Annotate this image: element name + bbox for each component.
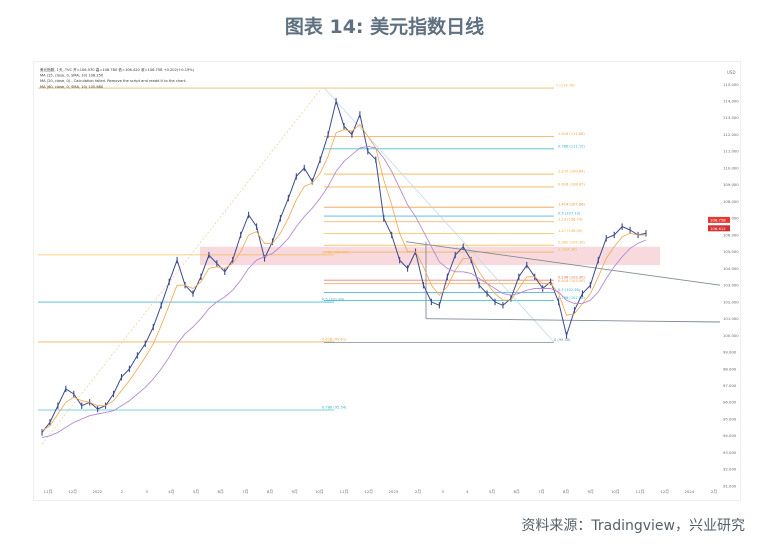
price-tag-box <box>708 225 730 232</box>
y-tick-label: 95.000 <box>723 416 737 421</box>
x-tick-label: 5月 <box>489 489 495 494</box>
x-tick-label: 10月 <box>315 489 324 494</box>
x-tick-label: 10月 <box>611 489 620 494</box>
fib-level-label: 0 (99.58) <box>554 338 571 342</box>
price-series <box>41 100 647 433</box>
x-tick-label: 8月 <box>267 489 273 494</box>
y-tick-label: 102.000 <box>723 299 739 304</box>
y-tick-label: 101.000 <box>723 316 739 321</box>
x-tick-label: 8月 <box>563 489 569 494</box>
x-tick-label: 9月 <box>292 489 298 494</box>
ma-long-series <box>41 145 647 438</box>
chart-frame: 1 (114.78) 1.618 (111.88) 0.786 (111.15) 1.… <box>33 61 741 501</box>
y-tick-label: 115.000 <box>723 82 739 87</box>
y-tick-label: 93.000 <box>723 450 737 455</box>
fib-level-label: 1.272 (109.64) <box>558 170 585 174</box>
fib-level-label: 0.382 (105.39) <box>558 241 585 245</box>
fib-level-label: 0.618 (103.09) <box>558 279 585 283</box>
fib-level-label: 0.5 (101.99) <box>322 298 345 302</box>
descending-trendline <box>405 241 721 286</box>
x-tick-label: 9月 <box>588 489 594 494</box>
x-tick-label: 2月 <box>711 489 717 494</box>
fib-level-label: 1.618 (111.88) <box>558 132 585 136</box>
price-tag-label: 106.758 <box>710 218 726 223</box>
y-tick-label: 110.000 <box>723 165 739 170</box>
x-tick-label: 2023 <box>388 489 398 494</box>
y-tick-label: 99.000 <box>723 350 737 355</box>
fib-level-label: 1 (104.98) <box>558 248 577 252</box>
support-line <box>425 318 721 323</box>
legend-entry: MA (60, close, 0, SMA, 10) 105.680 <box>40 85 104 89</box>
y-tick-label: 103.000 <box>723 283 739 288</box>
price-tag-label: 106.612 <box>710 226 726 231</box>
x-tick-label: 12月 <box>364 489 373 494</box>
x-tick-label: 12月 <box>660 489 669 494</box>
trendline-fall <box>323 87 555 343</box>
x-tick-label: 7月 <box>538 489 544 494</box>
fib-level-label: 0.618 (99.61) <box>322 337 347 341</box>
y-tick-label: 108.000 <box>723 199 739 204</box>
y-tick-label: 112.000 <box>723 132 739 137</box>
y-tick-label: 114.000 <box>723 99 739 104</box>
trendline-rise <box>41 87 323 445</box>
dxy-daily-chart: 1 (114.78) 1.618 (111.88) 0.786 (111.15) 1.… <box>38 67 739 494</box>
x-tick-label: 4月 <box>168 489 174 494</box>
x-tick-label: 11月 <box>44 489 53 494</box>
x-tick-label: 7月 <box>242 489 248 494</box>
x-tick-label: 2024 <box>684 489 694 494</box>
y-tick-label: 92.000 <box>723 467 737 472</box>
x-tick-label: 2月 <box>415 489 421 494</box>
axis-currency-label: USD <box>727 70 736 75</box>
y-tick-label: 109.000 <box>723 182 739 187</box>
y-tick-label: 113.000 <box>723 115 739 120</box>
x-tick-label: 3 <box>145 489 148 494</box>
x-tick-label: 12月 <box>68 489 77 494</box>
legend-entry: MA (20, close, 0) - Calculation failed. … <box>40 79 186 83</box>
fib-level-label: 0.786 (111.15) <box>558 144 585 148</box>
fib-level-label: 1.27 (106.09) <box>558 229 583 233</box>
y-tick-label: 97.000 <box>723 383 737 388</box>
y-tick-label: 94.000 <box>723 433 737 438</box>
figure-title: 图表 14: 美元指数日线 <box>284 16 485 38</box>
fib-level-label: 0.5 (107.13) <box>558 212 581 216</box>
y-tick-label: 100.000 <box>723 333 739 338</box>
x-tick-label: 11月 <box>636 489 645 494</box>
x-tick-label: 3 <box>441 489 444 494</box>
y-tick-label: 98.000 <box>723 366 737 371</box>
fib-level-label: 0.236 (103.30) <box>558 276 585 280</box>
fib-level-label: 0.382 (104.81) <box>322 250 349 254</box>
fib-level-label: 0.786 (95.54) <box>322 406 347 410</box>
x-tick-label: 6月 <box>514 489 520 494</box>
fib-level-label: 0.5 (102.56) <box>558 288 581 292</box>
fib-level-label: 0.618 (108.87) <box>558 182 585 186</box>
price-tag-box <box>708 216 730 223</box>
y-tick-label: 96.000 <box>723 400 737 405</box>
x-tick-label: 4 <box>466 489 469 494</box>
y-tick-label: 105.000 <box>723 249 739 254</box>
y-tick-label: 106.000 <box>723 232 739 237</box>
x-tick-label: 11月 <box>340 489 349 494</box>
x-tick-label: 5月 <box>193 489 199 494</box>
legend-entry: MA (15, close, 0, SMA, 10) 106.250 <box>40 74 104 78</box>
y-tick-label: 111.000 <box>723 149 739 154</box>
y-tick-label: 104.000 <box>723 266 739 271</box>
ma-short-series <box>41 124 646 432</box>
source-note: 资料来源：Tradingview，兴业研究 <box>521 518 745 534</box>
y-tick-label: 91.000 <box>723 483 737 488</box>
fib-level-label: 1.414 (107.66) <box>558 203 585 207</box>
fib-level-label: 1 (114.78) <box>556 84 575 88</box>
legend-entry: 美元指数, 1天, TVC 开=106.570 高=106.780 低=106.… <box>40 67 195 72</box>
x-tick-label: 6月 <box>218 489 224 494</box>
x-tick-label: 2 <box>121 489 124 494</box>
fib-level-label: 1.13 (106.79) <box>558 217 583 221</box>
x-tick-label: 2022 <box>92 489 102 494</box>
fib-level-label: 0.786 (102.08) <box>558 296 585 300</box>
y-tick-label: 107.000 <box>723 216 739 221</box>
